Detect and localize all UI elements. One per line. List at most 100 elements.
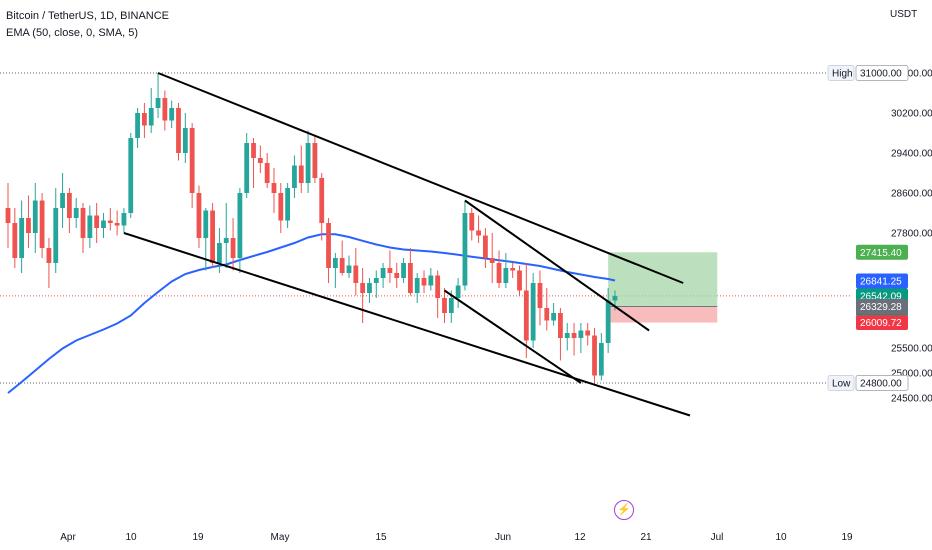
candle-body <box>217 243 222 263</box>
candle-body <box>66 193 72 218</box>
candle-body <box>483 235 488 258</box>
upper-channel-line <box>157 72 684 284</box>
stop-zone <box>608 306 718 323</box>
candle-body <box>373 278 379 283</box>
candle-body <box>469 213 475 231</box>
candle-body <box>496 263 502 283</box>
price-tag-low <box>855 375 909 391</box>
candle-body <box>19 218 25 258</box>
time-tick-label: Jul <box>711 532 724 543</box>
price-tag-value: 31000.00 <box>860 69 902 80</box>
candle-body <box>523 290 529 341</box>
time-tick-label: 10 <box>125 532 137 543</box>
wedge-top-line <box>464 199 650 332</box>
price-tag-value: 27415.40 <box>860 248 902 259</box>
candle-body <box>80 208 86 238</box>
candle-body <box>142 113 147 126</box>
candle-body <box>128 138 134 213</box>
candle-body <box>210 210 215 263</box>
candle-body <box>592 335 597 376</box>
candle-body <box>114 223 120 226</box>
time-tick-label: 10 <box>775 532 787 543</box>
candle-body <box>394 273 400 278</box>
time-tick-label: 12 <box>574 532 586 543</box>
candle-body <box>421 278 427 286</box>
price-tag-value: 26329.28 <box>860 302 902 313</box>
price-tag-value: 26009.72 <box>860 318 902 329</box>
candle-body <box>121 213 127 226</box>
candle-body <box>176 108 181 153</box>
candle-body <box>271 183 277 193</box>
candle-body <box>298 165 304 183</box>
candle-body <box>462 213 468 286</box>
candle-body <box>435 275 441 298</box>
time-tick-label: 15 <box>375 532 387 543</box>
candle-body <box>135 113 140 138</box>
price-tick-label: 24500.00 <box>891 394 932 405</box>
price-tag-stop <box>856 315 908 331</box>
candle-body <box>517 270 522 291</box>
time-tick-label: 21 <box>640 532 652 543</box>
candle-body <box>428 275 434 286</box>
price-tag-entry <box>856 299 908 315</box>
candle-body <box>530 283 536 341</box>
candle-body <box>605 300 611 343</box>
time-tick-label: 19 <box>192 532 204 543</box>
candle-body <box>26 218 31 233</box>
candle-body <box>558 313 563 338</box>
candle-body <box>237 193 243 258</box>
candle-body <box>32 200 38 233</box>
candle-body <box>571 333 577 338</box>
candle-body <box>60 193 65 208</box>
chart-legend: Bitcoin / TetherUS, 1D, BINANCE EMA (50,… <box>6 8 169 42</box>
candle-body <box>544 308 550 321</box>
candle-body <box>448 298 454 313</box>
time-tick-label: Jun <box>495 532 511 543</box>
candle-body <box>353 265 359 283</box>
indicator-label[interactable]: EMA (50, close, 0, SMA, 5) <box>6 27 139 39</box>
candle-body <box>196 193 202 238</box>
axis-badge-high <box>827 65 855 81</box>
candle-body <box>182 128 188 153</box>
candle-body <box>189 128 195 193</box>
price-tag-value: 26542.09 <box>860 291 902 302</box>
candle-body <box>537 283 543 308</box>
candle-body <box>155 98 161 108</box>
time-tick-label: 19 <box>841 532 853 543</box>
price-tag-value: 26841.25 <box>860 276 902 287</box>
candle-body <box>94 215 100 228</box>
lightning-icon[interactable]: ⚡ <box>614 500 634 520</box>
price-tag-target <box>856 244 908 260</box>
candle-body <box>223 238 229 243</box>
candle-body <box>585 330 591 336</box>
symbol-title[interactable]: Bitcoin / TetherUS, 1D, BINANCE <box>6 10 170 22</box>
candle-body <box>346 265 352 273</box>
candle-body <box>107 220 113 223</box>
candle-body <box>39 200 45 248</box>
axis-badge-text: Low <box>832 379 851 390</box>
axis-badge-text: High <box>832 69 853 80</box>
candle-body <box>612 295 618 301</box>
candle-body <box>278 193 284 221</box>
candle-body <box>230 238 236 258</box>
price-tick-label: 28600.00 <box>891 189 932 200</box>
candle-body <box>360 283 366 293</box>
candle-body <box>162 98 168 121</box>
candle-body <box>257 158 263 163</box>
candle-body <box>148 108 154 126</box>
price-tag-high <box>855 65 909 81</box>
candle-body <box>442 298 447 313</box>
candle-body <box>401 263 406 278</box>
candle-body <box>332 258 338 268</box>
candle-body <box>12 223 18 258</box>
candle-body <box>244 143 250 193</box>
candle-body <box>339 258 345 273</box>
price-tick-label: 25500.00 <box>891 344 932 355</box>
candle-body <box>87 215 93 238</box>
candle-body <box>319 178 325 223</box>
price-tick-label: 31000.00 <box>891 69 932 80</box>
price-tick-label: 30200.00 <box>891 109 932 120</box>
time-tick-label: May <box>271 532 290 543</box>
candle-body <box>292 165 297 188</box>
